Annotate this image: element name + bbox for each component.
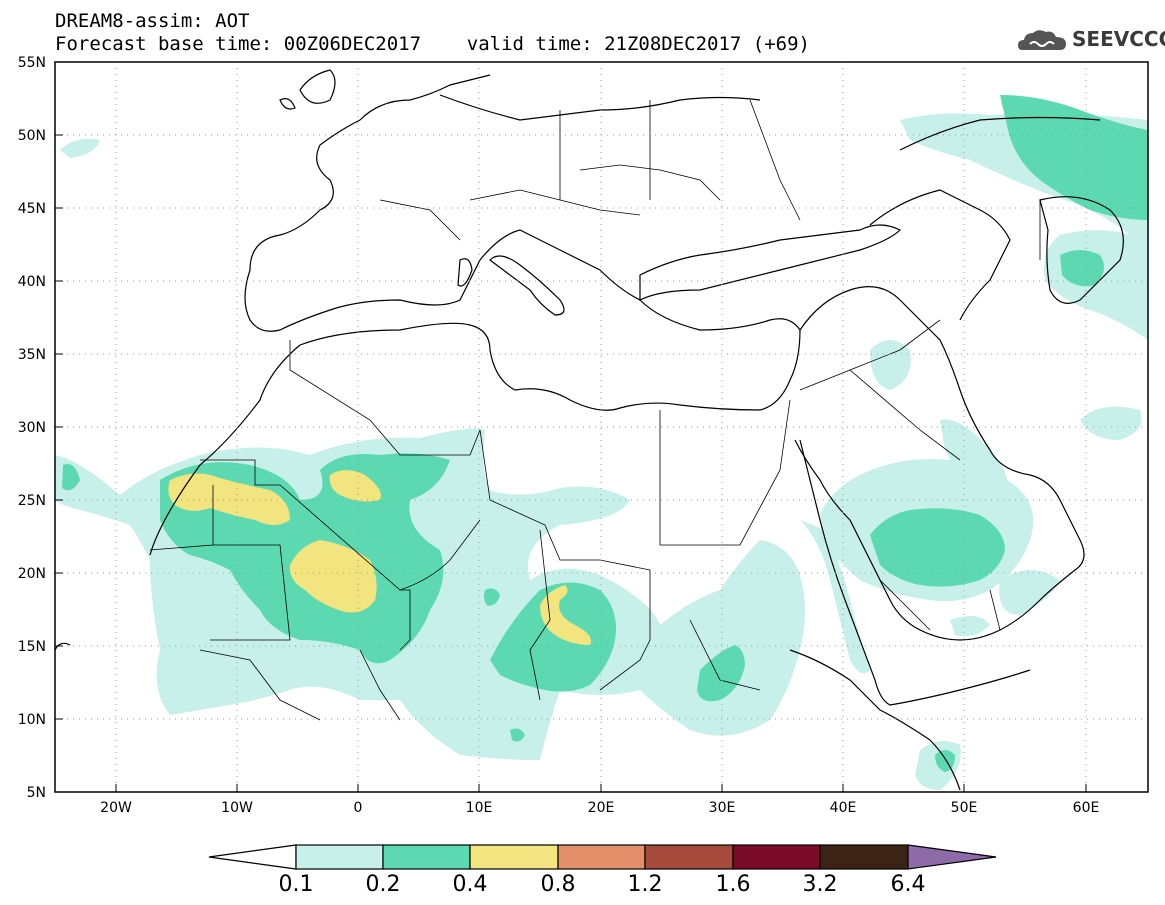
colorbar-label: 0.8 bbox=[540, 872, 576, 897]
lon-label-50e: 50E bbox=[951, 800, 978, 816]
lat-label-10n: 10N bbox=[18, 712, 46, 728]
colorbar-segment-6 bbox=[732, 844, 821, 870]
cloud-logo-icon bbox=[1018, 30, 1066, 50]
aot-shading bbox=[55, 95, 1148, 790]
colorbar bbox=[208, 844, 997, 870]
colorbar-label: 6.4 bbox=[890, 872, 926, 897]
colorbar-label: 1.2 bbox=[627, 872, 663, 897]
lat-label-50n: 50N bbox=[18, 128, 46, 144]
lat-label-25n: 25N bbox=[18, 493, 46, 509]
lon-label-30e: 30E bbox=[709, 800, 736, 816]
lon-label-10e: 10E bbox=[466, 800, 493, 816]
lon-label-20w: 20W bbox=[100, 800, 132, 816]
colorbar-label: 3.2 bbox=[802, 872, 838, 897]
gridlines bbox=[55, 62, 1148, 792]
lat-label-40n: 40N bbox=[18, 274, 46, 290]
colorbar-label: 0.4 bbox=[452, 872, 488, 897]
forecast-time-line: Forecast base time: 00Z06DEC2017 valid t… bbox=[55, 33, 810, 55]
colorbar-segment-5 bbox=[644, 844, 734, 870]
lon-label-20e: 20E bbox=[588, 800, 615, 816]
axis-ticks bbox=[55, 134, 1087, 792]
chart-title: DREAM8-assim: AOT bbox=[55, 10, 250, 32]
lon-label-10w: 10W bbox=[221, 800, 253, 816]
lat-label-5n: 5N bbox=[27, 785, 46, 801]
colorbar-segment-1 bbox=[295, 844, 384, 870]
colorbar-label: 1.6 bbox=[715, 872, 751, 897]
lat-label-35n: 35N bbox=[18, 347, 46, 363]
lon-label-40e: 40E bbox=[830, 800, 857, 816]
lon-label-60e: 60E bbox=[1073, 800, 1100, 816]
logo-text: SEEVCCC bbox=[1072, 27, 1165, 51]
colorbar-label: 0.1 bbox=[278, 872, 314, 897]
colorbar-segment-7 bbox=[819, 844, 909, 870]
colorbar-segment-2 bbox=[382, 844, 471, 870]
colorbar-segment-4 bbox=[557, 844, 646, 870]
colorbar-segment-0 bbox=[208, 844, 297, 870]
coastlines bbox=[55, 69, 1124, 791]
lat-label-55n: 55N bbox=[18, 55, 46, 71]
colorbar-segment-8 bbox=[907, 844, 997, 870]
lat-label-20n: 20N bbox=[18, 566, 46, 582]
country-borders bbox=[149, 99, 1041, 721]
lat-label-30n: 30N bbox=[18, 420, 46, 436]
lon-label-0: 0 bbox=[354, 800, 363, 816]
lat-label-45n: 45N bbox=[18, 201, 46, 217]
colorbar-segment-3 bbox=[469, 844, 559, 870]
colorbar-label: 0.2 bbox=[365, 872, 401, 897]
lat-label-15n: 15N bbox=[18, 639, 46, 655]
